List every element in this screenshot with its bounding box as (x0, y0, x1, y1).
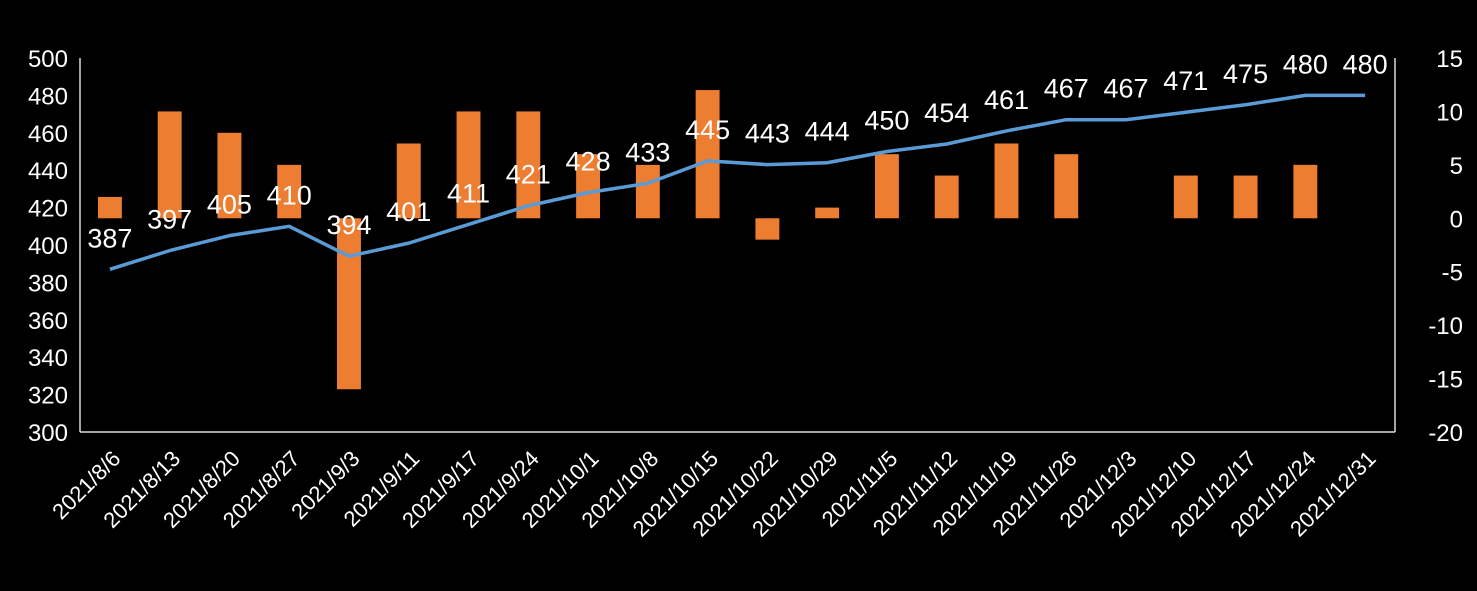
y-left-tick-label: 500 (28, 46, 68, 73)
bar (1293, 164, 1318, 219)
y-right-tick-label: 10 (1436, 99, 1463, 126)
data-label: 480 (1283, 49, 1328, 79)
bar (516, 111, 541, 219)
y-left-tick-label: 400 (28, 233, 68, 260)
data-label: 428 (566, 147, 611, 177)
data-label: 467 (1044, 74, 1089, 104)
bar (1173, 175, 1198, 219)
data-label: 433 (625, 137, 670, 167)
data-label: 443 (745, 119, 790, 149)
y-right-tick-label: -15 (1428, 367, 1463, 394)
data-label: 444 (805, 117, 850, 147)
bar (337, 218, 361, 390)
y-left-tick-label: 320 (28, 383, 68, 410)
y-left-tick-label: 440 (28, 158, 68, 185)
bar (217, 132, 242, 219)
data-label: 405 (207, 190, 252, 220)
y-left-tick-label: 340 (28, 345, 68, 372)
data-label: 480 (1343, 49, 1388, 79)
bar (456, 111, 481, 219)
y-right-tick-label: -20 (1428, 420, 1463, 447)
y-right-tick-label: -10 (1428, 313, 1463, 340)
y-left-tick-label: 300 (28, 420, 68, 447)
y-right-tick-label: 0 (1450, 206, 1463, 233)
bar (635, 164, 660, 219)
bar (157, 111, 182, 219)
bar (576, 154, 601, 219)
bar (934, 175, 959, 219)
data-label: 471 (1163, 66, 1208, 96)
data-label: 475 (1223, 59, 1268, 89)
y-left-tick-label: 360 (28, 308, 68, 335)
data-label: 445 (685, 115, 730, 145)
bar (277, 164, 302, 219)
y-left-tick-label: 420 (28, 196, 68, 223)
data-label: 394 (326, 210, 371, 240)
data-label: 387 (87, 223, 132, 253)
bar (695, 90, 720, 219)
data-label: 421 (506, 160, 551, 190)
bar (994, 143, 1019, 219)
data-label: 450 (864, 106, 909, 136)
bar (97, 196, 122, 219)
y-left-tick-label: 480 (28, 83, 68, 110)
bar (755, 218, 780, 240)
line-series (109, 93, 1366, 271)
y-left-tick-label: 460 (28, 121, 68, 148)
bar (874, 154, 899, 219)
data-label: 467 (1103, 74, 1148, 104)
y-right-tick-label: -5 (1442, 260, 1463, 287)
data-label: 454 (924, 98, 969, 128)
data-label: 397 (147, 205, 192, 235)
bar (396, 143, 421, 219)
y-left-tick-label: 380 (28, 270, 68, 297)
data-label: 411 (447, 178, 490, 208)
y-right-tick-label: 15 (1436, 46, 1463, 73)
data-label: 410 (267, 180, 312, 210)
bar (815, 207, 840, 219)
bar (1233, 175, 1258, 219)
bar (1054, 154, 1079, 219)
y-right-tick-label: 5 (1450, 153, 1463, 180)
data-label: 461 (984, 85, 1029, 115)
data-label: 401 (386, 197, 431, 227)
